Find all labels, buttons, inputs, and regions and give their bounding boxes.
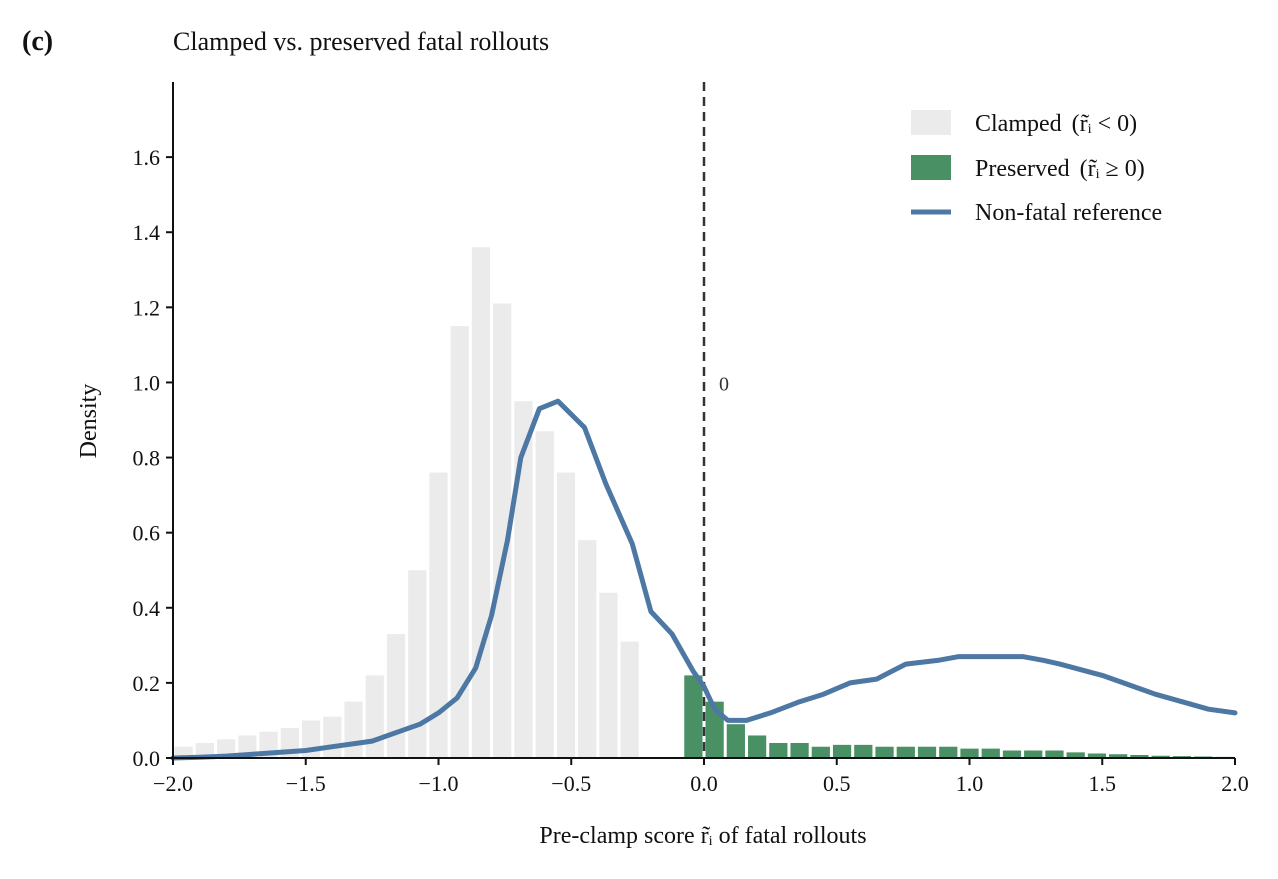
legend-label-reference: Non-fatal reference — [975, 200, 1162, 226]
x-tick-label: 2.0 — [1221, 771, 1249, 796]
y-tick-label: 1.0 — [133, 370, 161, 395]
clamped-bar — [323, 716, 342, 758]
legend-label-preserved: Preserved (r̃ᵢ ≥ 0) — [975, 156, 1145, 182]
preserved-bar — [1045, 750, 1064, 758]
clamped-bar — [429, 472, 448, 758]
x-tick-label: −1.0 — [419, 771, 459, 796]
y-tick-label: 0.2 — [133, 671, 161, 696]
clamped-bar — [408, 570, 427, 758]
preserved-bar — [1087, 753, 1107, 758]
clamped-bar — [535, 431, 554, 758]
x-tick-label: 0.5 — [823, 771, 851, 796]
legend-swatch-clamped — [911, 110, 951, 135]
x-tick-label: 0.0 — [690, 771, 718, 796]
zero-annotation: 0 — [719, 373, 729, 395]
clamped-bar — [386, 634, 406, 758]
preserved-bar — [939, 746, 958, 758]
preserved-bar — [1002, 750, 1022, 758]
y-tick-label: 0.6 — [133, 521, 161, 546]
chart-title: Clamped vs. preserved fatal rollouts — [173, 27, 549, 56]
legend-clamped-cond: (r̃ᵢ < 0) — [1072, 111, 1137, 137]
legend-swatch-preserved — [911, 155, 951, 180]
preserved-bar — [960, 748, 979, 758]
clamped-bar — [578, 540, 597, 758]
preserved-bar — [854, 744, 873, 758]
preserved-bar — [769, 742, 788, 758]
x-tick-label: −2.0 — [153, 771, 193, 796]
y-tick-label: 1.6 — [133, 145, 161, 170]
y-tick-label: 1.2 — [133, 295, 161, 320]
preserved-bar — [832, 744, 852, 758]
panel-label: (c) — [22, 26, 53, 57]
legend-preserved-cond: (r̃ᵢ ≥ 0) — [1080, 156, 1145, 182]
preserved-bar — [1024, 750, 1043, 758]
clamped-bar — [514, 401, 533, 758]
preserved-bar — [811, 746, 830, 758]
legend-clamped-name: Clamped — [975, 111, 1062, 137]
x-axis-label: Pre-clamp score r̃ᵢ of fatal rollouts — [539, 823, 866, 849]
clamped-bar — [493, 303, 512, 758]
x-tick-label: −0.5 — [551, 771, 591, 796]
x-ticks: −2.0 −1.5 −1.0 −0.5 0.0 0.5 1.0 1.5 2.0 — [153, 758, 1249, 796]
clamped-bar — [471, 247, 491, 758]
y-axis-label: Density — [76, 384, 102, 459]
preserved-bar — [726, 724, 745, 758]
y-tick-label: 0.4 — [133, 596, 161, 621]
x-tick-label: −1.5 — [286, 771, 326, 796]
preserved-bar — [790, 742, 809, 758]
y-ticks: 0.0 0.2 0.4 0.6 0.8 1.0 1.2 1.4 1.6 — [133, 145, 173, 771]
legend: Clamped (r̃ᵢ < 0) Preserved (r̃ᵢ ≥ 0) Non-… — [911, 110, 1162, 226]
preserved-bar — [1151, 755, 1170, 758]
preserved-bar — [1066, 752, 1085, 758]
preserved-bar — [981, 748, 1000, 758]
preserved-bar — [1109, 754, 1128, 758]
x-tick-label: 1.5 — [1089, 771, 1117, 796]
preserved-bar — [896, 746, 915, 758]
clamped-bar — [344, 701, 363, 758]
y-tick-label: 1.4 — [133, 220, 161, 245]
clamped-bars — [174, 247, 639, 758]
clamped-bar — [365, 675, 384, 758]
preserved-bar — [917, 746, 937, 758]
preserved-bar — [747, 735, 767, 758]
legend-label-clamped: Clamped (r̃ᵢ < 0) — [975, 111, 1137, 137]
clamped-bar — [450, 326, 469, 758]
preserved-bar — [1130, 754, 1149, 758]
clamped-bar — [174, 746, 193, 758]
preserved-bar — [684, 675, 703, 758]
clamped-bar — [556, 472, 576, 758]
preserved-bar — [875, 746, 894, 758]
non-fatal-reference-line — [170, 398, 1238, 761]
clamped-bar — [599, 592, 618, 758]
y-tick-label: 0.8 — [133, 446, 161, 471]
clamped-bar — [620, 641, 639, 758]
clamped-bar — [195, 742, 214, 758]
legend-preserved-name: Preserved — [975, 156, 1070, 182]
x-tick-label: 1.0 — [956, 771, 984, 796]
y-tick-label: 0.0 — [133, 746, 161, 771]
